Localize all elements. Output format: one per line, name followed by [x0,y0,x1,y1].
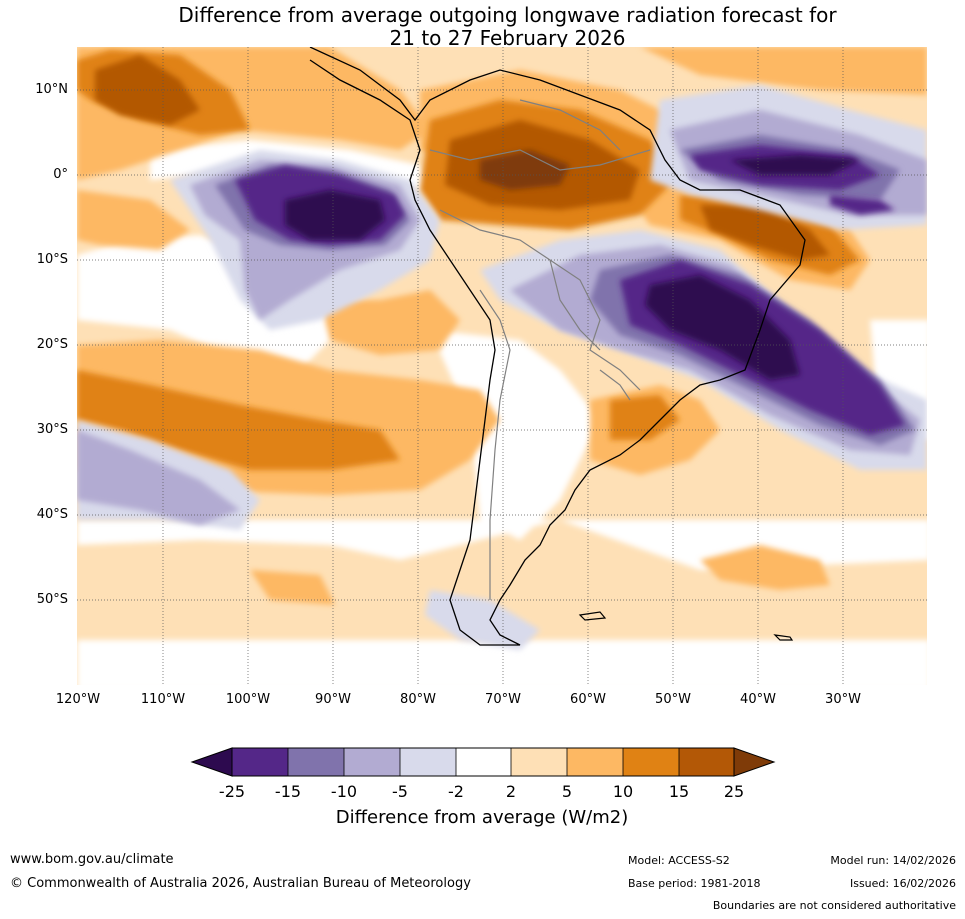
very-strong-negative-south-brazil [645,275,800,380]
title-line-1: Difference from average outgoing longwav… [178,3,837,27]
colorbar-swatch-5 [456,748,511,776]
country-borders [429,99,651,600]
colorbar-swatch-4 [400,748,456,776]
lon-label-110w: 110°W [140,692,186,707]
very-strong-negative-atlantic [730,155,860,175]
lon-label-40w: 40°W [740,692,776,707]
colorbar-tick-8: 10 [612,782,634,801]
olr-anomaly-map [77,47,927,685]
colorbar-swatch-7 [567,748,623,776]
colorbar-tick-1: -25 [218,782,246,801]
lon-label-30w: 30°W [825,692,861,707]
issued-date: Issued: 16/02/2026 [849,877,956,890]
colorbar-tick-7: 5 [561,782,573,801]
lat-label-30s: 30°S [36,422,68,437]
lat-label-20s: 20°S [36,337,68,352]
neutral-zone-andes [430,330,600,540]
south-georgia [773,634,794,641]
colorbar-dividers [287,748,680,776]
neutral-band-far-south [77,640,927,685]
colorbar-arrow-high [733,747,776,777]
colorbar-swatch-1 [232,748,288,776]
positive-zone-west-equatorial [77,190,190,250]
colorbar-tick-5: -2 [448,782,464,801]
lon-label-120w: 120°W [55,692,101,707]
colorbar-swatch-9 [679,748,734,776]
strong-negative-atlantic-small [830,195,895,215]
lon-label-90w: 90°W [315,692,351,707]
positive-zone-north-atlantic [640,47,927,95]
lon-label-70w: 70°W [485,692,521,707]
very-strong-negative-east-pacific [285,190,385,240]
website-link[interactable]: www.bom.gov.au/climate [10,852,174,867]
falkland-islands [578,611,607,621]
islands [578,611,794,641]
model-run-date: Model run: 14/02/2026 [830,854,956,867]
colorbar-tick-10: 25 [723,782,745,801]
colorbar-swatch-3 [344,748,400,776]
lon-label-100w: 100°W [225,692,271,707]
lat-label-50s: 50°S [36,592,68,607]
positive-patch-south-pacific-small [250,570,335,605]
coastlines [309,47,806,646]
anomaly-field [77,47,927,685]
lon-label-60w: 60°W [570,692,606,707]
boundaries-disclaimer: Boundaries are not considered authoritat… [712,899,956,912]
mid-positive-south-pacific [77,370,400,470]
colorbar-swatch-2 [288,748,344,776]
model-name: Model: ACCESS-S2 [628,854,730,867]
positive-zone-off-peru [320,290,460,355]
colorbar-tick-2: -15 [274,782,302,801]
lat-label-0: 0° [53,167,68,182]
positive-patch-south-atlantic [700,545,830,590]
faint-negative-patagonia [425,590,540,650]
colorbar-swatch-6 [511,748,567,776]
strong-positive-ne-brazil [700,205,830,260]
lat-label-10s: 10°S [36,252,68,267]
copyright-text: © Commonwealth of Australia 2026, Austra… [10,876,471,891]
weak-negative-south-pacific [77,430,240,525]
mid-positive-uruguay [610,395,680,440]
colorbar-tick-6: 2 [505,782,517,801]
colorbar-outline [231,747,735,777]
strong-positive-north-pacific [95,55,200,125]
lat-label-10n: 10°N [35,82,68,97]
lon-label-50w: 50°W [655,692,691,707]
colorbar-arrow-low [190,747,233,777]
very-strong-positive-amazon-core [480,150,570,190]
colorbar-tick-3: -10 [330,782,358,801]
title-line-2: 21 to 27 February 2026 [389,26,626,50]
colorbar-swatch-8 [623,748,679,776]
graticule [77,47,927,685]
colorbar [190,747,776,777]
colorbar-tick-9: 15 [668,782,690,801]
colorbar-title: Difference from average (W/m2) [335,807,629,828]
lat-label-40s: 40°S [36,507,68,522]
lon-label-80w: 80°W [400,692,436,707]
map-title: Difference from average outgoing longwav… [0,4,965,50]
base-period: Base period: 1981-2018 [628,877,761,890]
colorbar-tick-4: -5 [392,782,408,801]
